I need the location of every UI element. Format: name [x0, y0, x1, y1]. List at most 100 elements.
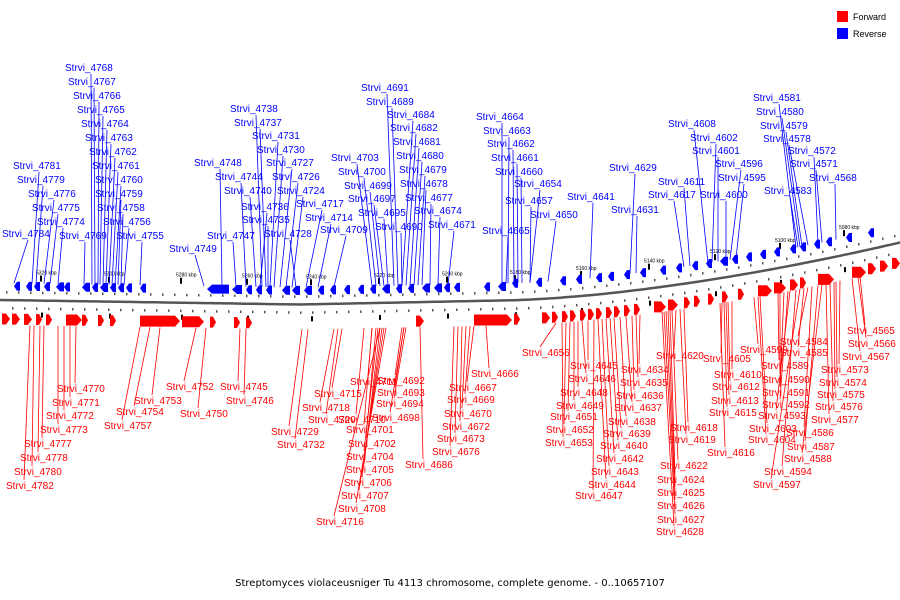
- leader-line: [629, 173, 636, 274]
- gene-label: Strvi_4768: [65, 63, 113, 74]
- minor-tick: [876, 256, 878, 259]
- leader-line: [804, 285, 819, 442]
- forward-gene: [570, 310, 576, 322]
- gene-label: Strvi_4631: [611, 205, 659, 216]
- leader-line: [289, 239, 297, 288]
- reverse-gene: [44, 282, 50, 292]
- minor-tick: [786, 257, 788, 261]
- legend: Forward Reverse: [837, 8, 887, 42]
- gene-label: Strvi_4592: [762, 400, 810, 411]
- minor-tick: [798, 255, 800, 258]
- gene-label: Strvi_4574: [819, 378, 867, 389]
- leader-line: [121, 327, 141, 421]
- leader-line: [520, 177, 523, 283]
- minor-tick: [456, 308, 458, 311]
- minor-tick: [48, 307, 50, 311]
- leader-line: [592, 319, 595, 491]
- forward-gene: [562, 311, 568, 323]
- leader-line: [635, 215, 638, 274]
- leader-line: [759, 296, 768, 424]
- forward-gene: [110, 315, 116, 327]
- gene-label: Strvi_4619: [668, 435, 716, 446]
- minor-tick: [366, 294, 368, 297]
- reverse-gene: [624, 270, 630, 280]
- gene-label: Strvi_4715: [314, 389, 362, 400]
- minor-tick: [222, 294, 224, 297]
- gene-label: Strvi_4676: [432, 447, 480, 458]
- reverse-gene: [408, 283, 414, 293]
- gene-label: Strvi_4627: [657, 515, 705, 526]
- reverse-gene: [100, 283, 108, 292]
- gene-label: Strvi_4735: [242, 215, 290, 226]
- gene-label: Strvi_4579: [760, 121, 808, 132]
- leader-line: [255, 114, 263, 287]
- gene-label: Strvi_4588: [784, 454, 832, 465]
- gene-label: Strvi_4575: [817, 390, 865, 401]
- reverse-gene: [266, 285, 272, 295]
- minor-tick: [894, 234, 896, 238]
- minor-tick: [690, 273, 692, 277]
- leader-line: [102, 129, 108, 285]
- reverse-gene: [330, 285, 336, 295]
- gene-label: Strvi_4635: [620, 378, 668, 389]
- gene-label: Strvi_4649: [556, 401, 604, 412]
- gene-label: Strvi_4581: [753, 93, 801, 104]
- scale-tick-mark: [649, 300, 651, 306]
- leader-line: [139, 241, 143, 286]
- leader-line: [383, 218, 389, 286]
- forward-gene: [2, 313, 10, 325]
- reverse-gene: [774, 247, 780, 257]
- minor-tick: [114, 292, 116, 296]
- leader-line: [735, 183, 745, 259]
- minor-tick: [324, 311, 326, 314]
- gene-label: Strvi_4587: [787, 442, 835, 453]
- leader-line: [597, 319, 607, 480]
- gene-label: Strvi_4612: [712, 382, 760, 393]
- leader-line: [539, 322, 557, 348]
- gene-label: Strvi_4748: [194, 158, 242, 169]
- gene-label: Strvi_4752: [166, 382, 214, 393]
- minor-tick: [738, 266, 740, 269]
- minor-tick: [18, 291, 20, 294]
- scale-tick-label: 5200 kbp: [442, 272, 463, 278]
- gene-label: Strvi_4584: [780, 337, 828, 348]
- reverse-gene: [370, 284, 376, 294]
- leader-line: [857, 276, 867, 339]
- gene-label: Strvi_4760: [95, 175, 143, 186]
- minor-tick: [102, 292, 104, 296]
- reverse-gene: [126, 283, 132, 293]
- leader-line: [720, 302, 723, 354]
- gene-label: Strvi_4583: [764, 186, 812, 197]
- minor-tick: [276, 311, 278, 314]
- gene-label: Strvi_4690: [375, 222, 423, 233]
- reverse-gene: [26, 281, 32, 291]
- gene-label: Strvi_4770: [57, 384, 105, 395]
- gene-label: Strvi_4692: [377, 376, 425, 387]
- reverse-gene: [746, 252, 752, 262]
- reverse-gene: [706, 258, 712, 268]
- forward-gene: [140, 315, 180, 327]
- gene-label: Strvi_4680: [396, 151, 444, 162]
- leader-line: [625, 316, 633, 403]
- leader-line: [373, 204, 385, 286]
- gene-label: Strvi_4677: [405, 193, 453, 204]
- gene-label: Strvi_4755: [116, 231, 164, 242]
- leader-line: [237, 328, 241, 382]
- leader-line: [259, 212, 268, 287]
- scale-tick-mark: [779, 242, 781, 249]
- gene-label: Strvi_4705: [346, 465, 394, 476]
- forward-gene: [722, 291, 728, 303]
- minor-tick: [726, 268, 728, 271]
- minor-tick: [552, 305, 554, 309]
- gene-label: Strvi_4603: [749, 424, 797, 435]
- gene-label: Strvi_4617: [648, 190, 696, 201]
- leader-line: [401, 120, 414, 286]
- leader-line: [393, 327, 407, 399]
- leader-line: [117, 199, 122, 285]
- scale-tick-label: 5120 kbp: [710, 249, 731, 255]
- leader-line: [31, 171, 40, 284]
- gene-label: Strvi_4641: [567, 192, 615, 203]
- leader-line: [413, 161, 423, 286]
- gene-label: Strvi_4756: [103, 217, 151, 228]
